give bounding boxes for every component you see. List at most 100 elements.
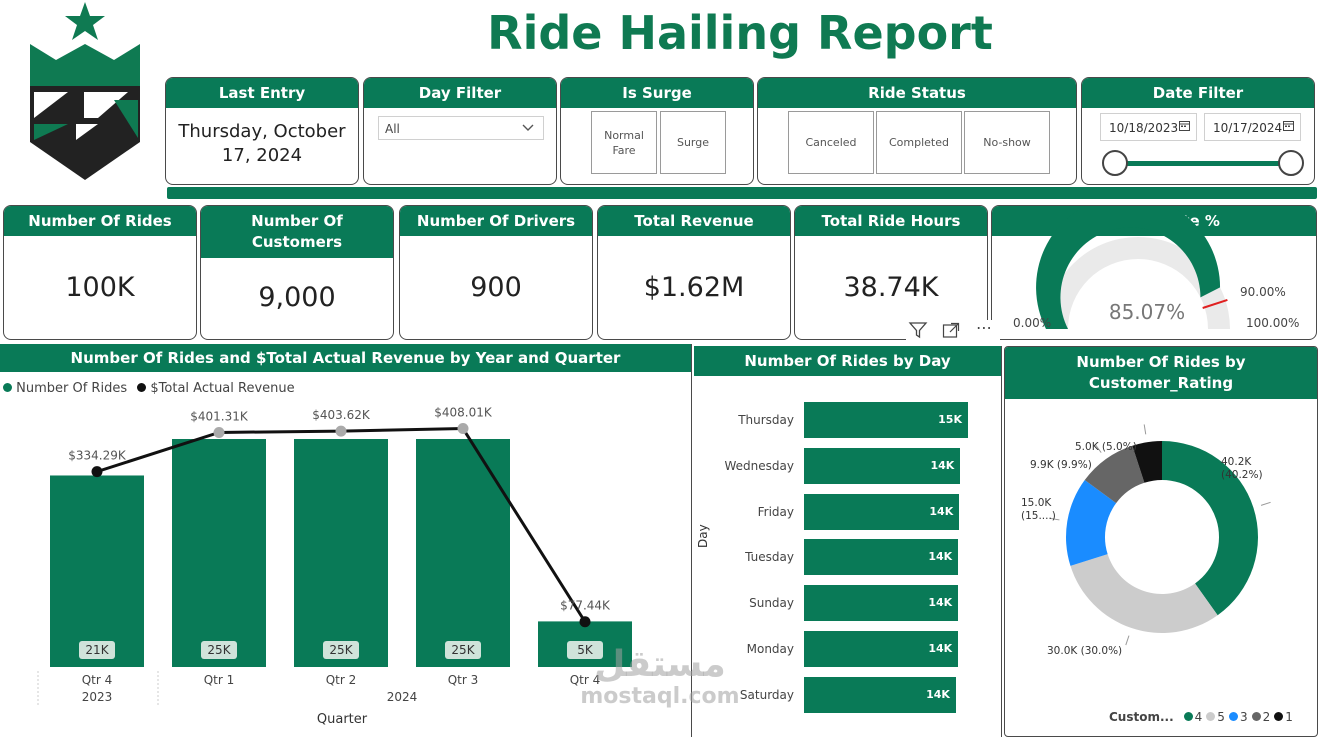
x-tick-label: Qtr 1 [204,673,235,687]
donut-slice[interactable] [1132,441,1162,483]
combo-legend: Number Of Rides $Total Actual Revenue [3,381,295,396]
day-bar[interactable] [804,631,959,667]
day-bar[interactable] [804,585,959,622]
line-data-label: $334.29K [68,449,127,463]
divider-bar [167,187,1317,199]
day-bar[interactable] [804,676,956,713]
day-bar-label: 14K [928,596,953,610]
day-bar-label: 14K [929,504,954,518]
legend-rides-label: Number Of Rides [16,381,128,396]
calendar-icon[interactable] [1179,120,1190,134]
rides-bar[interactable] [172,439,266,667]
last-entry-card: Last Entry Thursday, October 17, 2024 [165,77,359,185]
day-tick-label: Wednesday [724,458,794,473]
kpi-hours-value: 38.74K [843,272,939,303]
last-entry-value: Thursday, October 17, 2024 [178,121,346,166]
no-show-button[interactable]: No-show [964,111,1050,174]
kpi-customers-value: 9,000 [258,282,336,313]
day-bar[interactable] [804,493,960,530]
end-date-input[interactable]: 10/17/2024 [1204,113,1301,141]
rides-bar[interactable] [294,439,388,667]
donut-slice[interactable] [1084,445,1145,504]
donut-chart-title: Number Of Rides by Customer_Rating [1005,347,1317,399]
donut-legend-marker [1251,712,1261,721]
donut-legend-label: 1 [1285,710,1293,724]
day-bar[interactable] [804,447,961,484]
focus-mode-icon[interactable] [942,322,960,344]
day-bar-label: 14K [928,642,953,655]
day-bar[interactable] [804,402,968,438]
donut-chart-plot: 40.2K (40.2%) 30.0K (30.0%) 15.0K (15....) 9.… [1021,424,1271,657]
canceled-button[interactable]: Canceled [788,111,874,174]
bar-data-label: 25K [329,643,353,657]
success-rate-gauge [1036,206,1230,329]
donut-legend-marker [1274,712,1284,721]
day-chart-title: Number Of Rides by Day [694,346,1001,376]
surge-button[interactable]: Surge [660,111,726,174]
success-rate-card: Success Rate % 85.07% 0.00% 100.00% 90.0… [991,205,1317,340]
start-date-input[interactable]: 10/18/2023 [1100,113,1197,141]
end-date-value: 10/17/2024 [1213,121,1283,135]
kpi-drivers-card: Number Of Drivers 900 [399,205,593,340]
kpi-revenue-label: Total Revenue [598,206,790,236]
day-bar-label: 14K [930,458,955,472]
combo-chart-plot: 21K Qtr 4 25K Qtr 1 25K Qtr 2 25K Qtr 3 5K Qtr 4 $… [37,406,632,706]
kpi-rides-value: 100K [65,272,135,303]
bar-label-bg [445,641,481,659]
page-title: Ride Hailing Report [487,6,993,60]
completed-button[interactable]: Completed [876,111,962,174]
donut-slice[interactable] [1066,480,1117,566]
revenue-point[interactable] [91,466,103,478]
donut-legend-label: 4 [1194,710,1203,724]
revenue-point[interactable] [213,426,225,438]
donut-slice[interactable] [1070,554,1218,633]
kpi-revenue-value: $1.62M [643,272,745,303]
revenue-point[interactable] [457,423,469,435]
year-label: 2023 [82,690,113,704]
rides-bar[interactable] [416,439,510,667]
donut-data-label: 30.0K (30.0%) [1047,645,1122,657]
slider-start-handle[interactable] [1102,150,1128,176]
line-data-label: $401.31K [190,409,249,423]
more-options-icon[interactable]: ⋯ [976,318,992,337]
donut-leader-line [1143,424,1147,435]
donut-slice[interactable] [1162,441,1258,616]
kpi-rides-card: Number Of Rides 100K [3,205,197,340]
line-data-label: $403.62K [312,408,371,422]
day-filter-dropdown[interactable]: All [378,116,544,140]
donut-chart-card: Number Of Rides by Customer_Rating 40.2K… [1004,346,1318,737]
day-bar-label: 15K [938,413,962,426]
x-tick-label: Qtr 2 [326,673,357,687]
rides-bar[interactable] [50,475,144,667]
combo-xaxis-label: Quarter [316,712,368,727]
bar-label-bg [323,641,359,659]
revenue-point[interactable] [335,425,347,437]
bar-data-label: 25K [451,643,475,657]
donut-data-label: 40.2K (40.2%) [1221,456,1263,481]
date-range-slider[interactable] [1114,161,1292,166]
gauge-value-label: 85.07% [1108,300,1186,324]
day-tick-label: Monday [746,642,794,656]
day-bar[interactable] [804,539,959,576]
day-chart-card: Number Of Rides by Day Day Thursday 15K We… [694,346,1002,737]
day-filter-card: Day Filter All [363,77,557,185]
day-filter-value: All [385,122,400,136]
line-data-label: $408.01K [434,406,493,420]
donut-leader-line [1049,517,1060,521]
revenue-point[interactable] [579,616,591,628]
normal-fare-button[interactable]: Normal Fare [591,111,657,174]
company-logo [28,0,142,182]
gauge-max-label: 100.00% [1246,316,1300,330]
donut-legend-marker [1228,712,1238,721]
calendar-icon[interactable] [1283,120,1294,134]
slider-end-handle[interactable] [1278,150,1304,176]
kpi-drivers-label: Number Of Drivers [400,206,592,236]
x-tick-label: Qtr 3 [448,673,479,687]
bar-label-bg [79,641,115,659]
day-filter-label: Day Filter [364,78,556,108]
donut-legend-marker [1183,712,1193,721]
filter-icon[interactable] [908,321,928,343]
bar-data-label: 21K [85,643,109,657]
kpi-customers-label: Number Of Customers [201,206,393,258]
x-tick-label: Qtr 4 [82,673,113,687]
